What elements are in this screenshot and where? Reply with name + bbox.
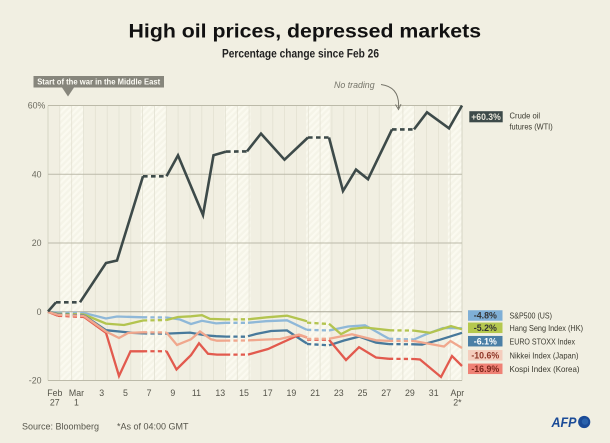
svg-text:-20: -20 <box>29 376 42 386</box>
svg-text:15: 15 <box>239 388 249 398</box>
svg-text:21: 21 <box>310 388 320 398</box>
svg-text:1: 1 <box>74 397 79 407</box>
svg-text:20: 20 <box>32 238 42 248</box>
svg-text:5: 5 <box>123 388 128 398</box>
svg-text:*As of 04:00 GMT: *As of 04:00 GMT <box>117 422 189 432</box>
svg-text:-5.2%: -5.2% <box>474 323 497 333</box>
svg-text:2*: 2* <box>453 397 462 407</box>
svg-text:27: 27 <box>50 397 60 407</box>
svg-text:-4.8%: -4.8% <box>474 311 497 321</box>
svg-text:futures (WTI): futures (WTI) <box>510 121 553 131</box>
svg-text:S&P500 (US): S&P500 (US) <box>510 311 553 321</box>
svg-text:-16.9%: -16.9% <box>471 364 499 374</box>
svg-text:13: 13 <box>215 388 225 398</box>
svg-text:-10.6%: -10.6% <box>471 350 499 360</box>
svg-text:7: 7 <box>147 388 152 398</box>
svg-text:Crude oil: Crude oil <box>510 110 541 120</box>
svg-text:-6.1%: -6.1% <box>474 336 497 346</box>
svg-text:40: 40 <box>32 169 42 179</box>
svg-text:Hang Seng Index (HK): Hang Seng Index (HK) <box>510 323 584 333</box>
svg-text:23: 23 <box>334 388 344 398</box>
svg-text:EURO STOXX Index: EURO STOXX Index <box>510 336 576 346</box>
svg-text:AFP: AFP <box>551 414 577 430</box>
svg-text:27: 27 <box>381 388 391 398</box>
svg-text:Percentage change since Feb 26: Percentage change since Feb 26 <box>222 49 379 61</box>
svg-text:3: 3 <box>99 388 104 398</box>
svg-text:+60.3%: +60.3% <box>471 112 501 122</box>
svg-text:60%: 60% <box>28 101 46 111</box>
svg-text:Apr: Apr <box>451 388 465 398</box>
svg-text:No trading: No trading <box>334 80 375 90</box>
svg-text:11: 11 <box>192 388 201 398</box>
svg-text:Feb: Feb <box>47 388 62 398</box>
svg-text:Source: Bloomberg: Source: Bloomberg <box>22 422 99 432</box>
svg-text:25: 25 <box>358 388 368 398</box>
svg-text:High oil prices, depressed mar: High oil prices, depressed markets <box>129 21 482 43</box>
svg-text:Mar: Mar <box>69 388 84 398</box>
svg-text:31: 31 <box>429 388 439 398</box>
svg-text:Nikkei Index (Japan): Nikkei Index (Japan) <box>510 350 579 360</box>
svg-text:17: 17 <box>263 388 273 398</box>
svg-text:9: 9 <box>170 388 175 398</box>
svg-text:Kospi Index (Korea): Kospi Index (Korea) <box>510 364 580 374</box>
svg-text:19: 19 <box>287 388 297 398</box>
svg-text:29: 29 <box>405 388 415 398</box>
svg-text:0: 0 <box>37 307 42 317</box>
svg-text:Start of the war in the Middle: Start of the war in the Middle East <box>37 77 160 87</box>
